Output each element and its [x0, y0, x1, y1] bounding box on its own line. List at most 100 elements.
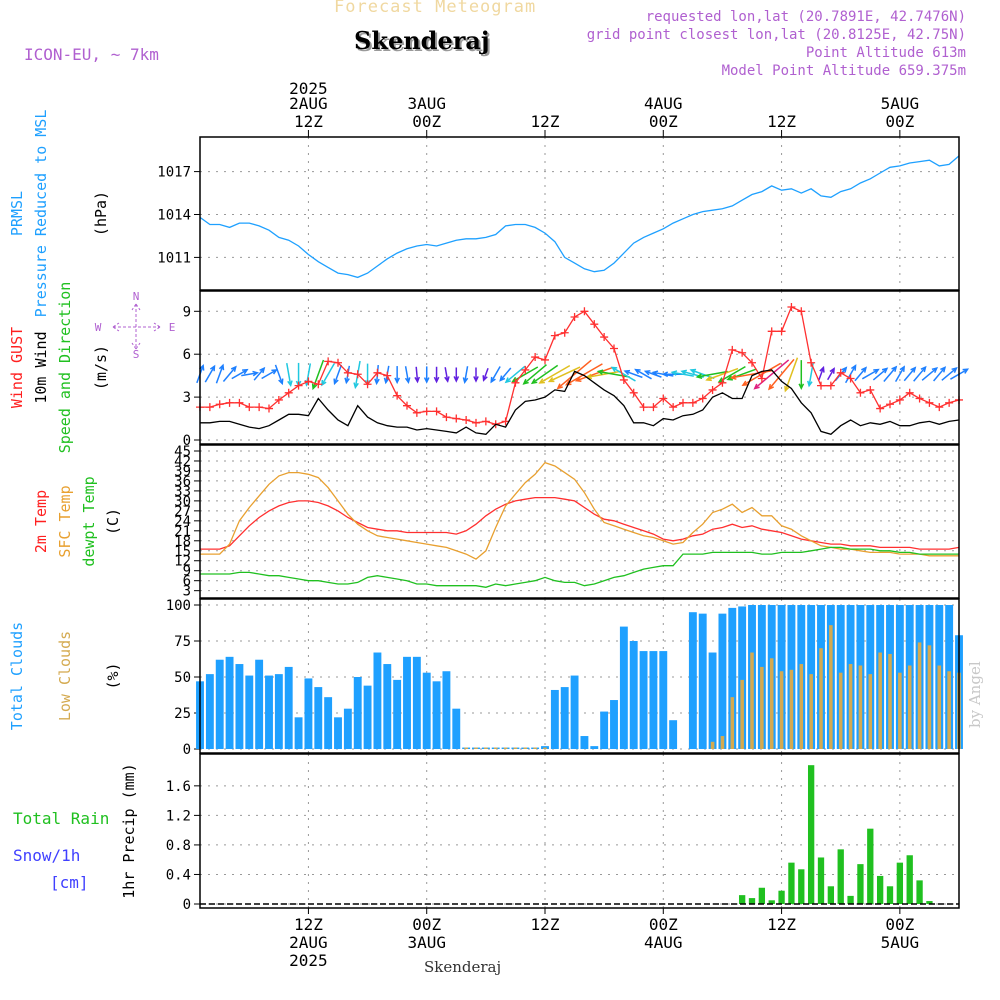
- temperature-axis-label: dewpt Temp: [80, 476, 98, 566]
- low-cloud-bar: [819, 648, 823, 749]
- wind-arrow: [817, 367, 825, 382]
- top-year-label: 2025: [289, 79, 328, 98]
- model-label: ICON-EU, ~ 7km: [24, 45, 159, 64]
- rain-bar: [886, 886, 894, 904]
- total-cloud-bar: [570, 675, 579, 749]
- wind-arrow-head: [218, 363, 225, 371]
- wind-arrow-head: [462, 377, 469, 384]
- wind-ytick-label: 0: [183, 433, 191, 449]
- top-time-label: 00Z: [649, 112, 678, 131]
- low-cloud-bar: [789, 669, 794, 749]
- compass-east: E: [169, 321, 176, 334]
- top-time-label: 4AUG: [644, 94, 683, 113]
- wind-arrow-head: [596, 369, 604, 375]
- clouds-panel-bg: [200, 599, 959, 753]
- wind-arrow: [499, 367, 512, 381]
- wind-arrow: [241, 372, 258, 377]
- wind-arrow-head: [433, 376, 440, 384]
- wind-gust-marker: [935, 403, 944, 412]
- temperature-ytick-label: 3: [183, 584, 191, 600]
- total-cloud-bar: [580, 736, 589, 749]
- wind-gust-marker: [679, 398, 687, 407]
- total-cloud-bar: [708, 652, 717, 749]
- low-cloud-bar: [533, 747, 537, 749]
- wind-arrow-head: [522, 378, 529, 385]
- precip-ytick-label: 0.8: [166, 838, 191, 854]
- rain-bar: [768, 900, 775, 904]
- wind-gust-marker: [432, 407, 441, 416]
- wind-arrow: [624, 370, 643, 379]
- total-cloud-bar: [610, 700, 618, 749]
- precip-ytick-label: 0: [183, 897, 191, 913]
- pressure-axis-label: PRMSL: [8, 191, 26, 236]
- wind-gust-marker: [787, 303, 796, 312]
- total-cloud-bar: [649, 651, 658, 749]
- wind-gust-marker: [314, 380, 323, 389]
- top-time-label: 3AUG: [407, 94, 446, 113]
- temperature-ytick-label: 45: [174, 444, 191, 460]
- wind-arrow-head: [726, 375, 733, 381]
- wind-gust-marker: [757, 374, 766, 383]
- wind-gust-marker: [649, 403, 658, 412]
- rain-bar: [758, 887, 766, 904]
- temperature-ytick-label: 9: [183, 564, 191, 580]
- wind-arrow: [854, 367, 867, 382]
- wind-arrow: [215, 364, 224, 384]
- wind-arrow-head: [962, 368, 970, 374]
- wind-arrow-head: [538, 378, 545, 384]
- footer-location: Skenderaj: [424, 958, 502, 976]
- wind-arrow-head: [798, 383, 805, 391]
- wind-arrow-head: [873, 368, 880, 375]
- wind-gust-marker: [817, 381, 825, 390]
- temperature-ytick-label: 15: [174, 544, 191, 560]
- low-cloud-bar: [927, 645, 932, 749]
- total-cloud-bar: [659, 651, 668, 749]
- rain-bar: [748, 898, 756, 904]
- wind-arrow: [872, 367, 888, 381]
- rain-bar: [916, 880, 923, 904]
- wind-arrow: [404, 366, 410, 383]
- wind-arrow-head: [404, 377, 411, 384]
- wind-gust-marker: [442, 413, 451, 422]
- wind-gust-marker: [639, 403, 648, 412]
- total-cloud-bar: [353, 677, 362, 749]
- wind-arrow-head: [623, 369, 631, 376]
- clouds-ytick-label: 50: [174, 670, 191, 686]
- total-cloud-bar: [442, 671, 451, 749]
- wind-arrow: [706, 367, 739, 381]
- total-cloud-bar: [274, 674, 283, 749]
- temperature-ytick-label: 33: [174, 484, 191, 500]
- total-cloud-bar: [363, 685, 372, 749]
- wind-arrow-head: [661, 371, 669, 378]
- wind-arrow-head: [287, 380, 293, 388]
- total-cloud-bar: [738, 606, 747, 749]
- temperature-panel-bg: [200, 445, 959, 598]
- precip-unit-label: [cm]: [50, 873, 89, 892]
- bottom-time-label: 5AUG: [881, 933, 920, 952]
- wind-series-line: [200, 306, 960, 425]
- wind-gust-marker: [659, 394, 668, 403]
- bottom-time-label: 2025: [289, 951, 328, 970]
- wind-gust-marker: [353, 370, 362, 379]
- temperature-ytick-label: 24: [174, 514, 191, 530]
- total-cloud-bar: [688, 612, 697, 749]
- low-cloud-bar: [878, 652, 882, 749]
- wind-arrow: [861, 368, 879, 380]
- low-cloud-bar: [907, 665, 912, 749]
- wind-arrow-head: [333, 378, 339, 386]
- total-cloud-bar: [590, 746, 599, 749]
- low-cloud-bar: [888, 653, 892, 749]
- wind-gust-marker: [403, 401, 411, 410]
- wind-ytick-label: 9: [183, 304, 191, 320]
- wind-ytick-label: 3: [183, 390, 191, 406]
- wind-gust-marker: [452, 414, 461, 423]
- wind-arrow-head: [311, 383, 318, 391]
- wind-arrow: [482, 367, 489, 381]
- total-cloud-bar: [422, 672, 431, 749]
- wind-arrow: [941, 367, 957, 381]
- bottom-time-label: 3AUG: [407, 933, 446, 952]
- wind-gust-marker: [304, 377, 313, 386]
- wind-gust-marker: [472, 418, 480, 427]
- bottom-time-label: 00Z: [885, 915, 914, 934]
- rain-bar: [926, 901, 933, 904]
